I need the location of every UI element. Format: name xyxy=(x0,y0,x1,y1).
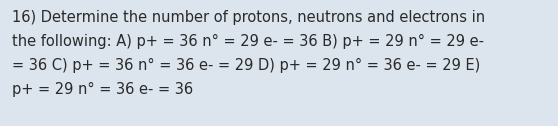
Text: 16) Determine the number of protons, neutrons and electrons in: 16) Determine the number of protons, neu… xyxy=(12,10,485,25)
Text: = 36 C) p+ = 36 n° = 36 e- = 29 D) p+ = 29 n° = 36 e- = 29 E): = 36 C) p+ = 36 n° = 36 e- = 29 D) p+ = … xyxy=(12,58,480,73)
Text: p+ = 29 n° = 36 e- = 36: p+ = 29 n° = 36 e- = 36 xyxy=(12,82,193,97)
Text: the following: A) p+ = 36 n° = 29 e- = 36 B) p+ = 29 n° = 29 e-: the following: A) p+ = 36 n° = 29 e- = 3… xyxy=(12,34,484,49)
